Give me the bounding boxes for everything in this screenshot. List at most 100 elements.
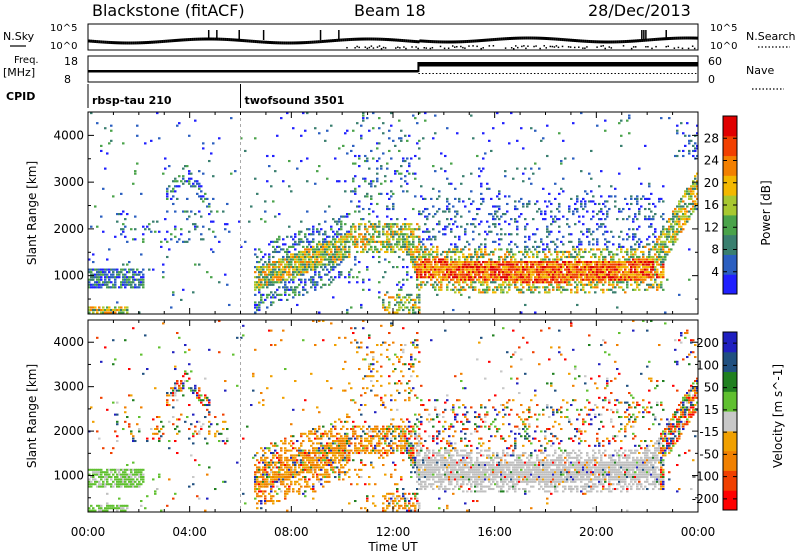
search-trace-dot: [424, 47, 426, 49]
power-cell: [592, 231, 595, 233]
power-cell: [694, 150, 697, 152]
power-cell: [636, 203, 639, 205]
power-cell: [280, 281, 283, 283]
search-trace-dot: [411, 46, 413, 48]
power-cell: [376, 216, 379, 218]
power-cell: [476, 258, 479, 260]
power-cell: [474, 226, 477, 228]
power-cell: [372, 256, 375, 258]
power-cell: [476, 251, 479, 253]
power-cell: [550, 203, 553, 205]
power-cell: [110, 281, 113, 283]
power-cell: [122, 311, 125, 313]
power-cell: [508, 286, 511, 288]
sky-trace-seg: [157, 40, 159, 43]
velocity-cell: [112, 474, 115, 476]
power-cell: [406, 271, 409, 273]
velocity-cell: [106, 409, 109, 411]
power-cell: [522, 147, 525, 149]
power-cell: [690, 195, 693, 197]
power-cell: [686, 122, 689, 124]
power-cell: [650, 193, 653, 195]
power-cell: [386, 291, 389, 293]
velocity-cell: [100, 397, 103, 399]
search-trace-dot: [635, 46, 637, 48]
sky-trace-seg: [548, 37, 550, 40]
power-cell: [142, 269, 145, 271]
power-cell: [362, 279, 365, 281]
power-cell: [456, 248, 459, 250]
power-cell: [376, 203, 379, 205]
power-cell: [554, 248, 557, 250]
power-cell: [268, 243, 271, 245]
power-cell: [430, 248, 433, 250]
sky-trace-seg: [617, 40, 619, 43]
sky-trace-seg: [358, 38, 360, 41]
power-cell: [314, 274, 317, 276]
velocity-cell: [154, 490, 157, 492]
sky-trace-seg: [385, 38, 387, 41]
power-cell: [228, 304, 231, 306]
velocity-cell: [184, 344, 187, 346]
power-cell: [444, 155, 447, 157]
power-cell: [498, 274, 501, 276]
power-cell: [408, 165, 411, 167]
power-cell: [266, 286, 269, 288]
power-cell: [400, 130, 403, 132]
power-cell: [510, 241, 513, 243]
sky-trace-seg: [428, 40, 430, 43]
sky-trace-seg: [328, 39, 330, 42]
power-cell: [542, 188, 545, 190]
velocity-cell: [142, 478, 145, 480]
velocity-cell: [132, 327, 135, 329]
power-cell: [316, 228, 319, 230]
power-cell: [480, 193, 483, 195]
power-cell: [400, 231, 403, 233]
sky-trace-seg: [88, 40, 90, 43]
power-cell: [550, 281, 553, 283]
power-cell: [354, 226, 357, 228]
power-cell: [606, 210, 609, 212]
sky-trace-seg: [655, 38, 657, 41]
power-cell: [126, 264, 129, 266]
power-cell: [564, 157, 567, 159]
power-cell: [134, 271, 137, 273]
power-cell: [362, 289, 365, 291]
power-cell: [638, 210, 641, 212]
power-cell: [558, 218, 561, 220]
search-trace-dot: [460, 46, 462, 48]
power-cell: [294, 236, 297, 238]
velocity-cell: [186, 380, 189, 382]
power-cell: [514, 218, 517, 220]
power-cell: [282, 274, 285, 276]
power-cell: [544, 210, 547, 212]
power-cell: [364, 180, 367, 182]
power-cell: [182, 175, 185, 177]
power-cell: [550, 253, 553, 255]
power-cell: [390, 228, 393, 230]
power-cell: [576, 210, 579, 212]
power-cell: [446, 258, 449, 260]
power-cell: [374, 185, 377, 187]
power-cell: [688, 142, 691, 144]
power-cell: [188, 170, 191, 172]
power-cell: [360, 223, 363, 225]
power-cell: [330, 125, 333, 127]
power-cell: [354, 258, 357, 260]
power-cell: [434, 286, 437, 288]
power-cell: [496, 195, 499, 197]
power-cell: [400, 299, 403, 301]
power-cell: [378, 261, 381, 263]
power-cell: [312, 226, 315, 228]
power-cell: [446, 279, 449, 281]
power-cell: [336, 236, 339, 238]
power-cell: [372, 157, 375, 159]
power-cell: [350, 150, 353, 152]
sky-trace-seg: [576, 39, 578, 42]
sky-trace-seg: [114, 41, 116, 44]
power-cell: [340, 228, 343, 230]
power-cell: [286, 299, 289, 301]
sky-trace-seg: [220, 38, 222, 41]
power-cell: [512, 256, 515, 258]
power-cell: [616, 253, 619, 255]
